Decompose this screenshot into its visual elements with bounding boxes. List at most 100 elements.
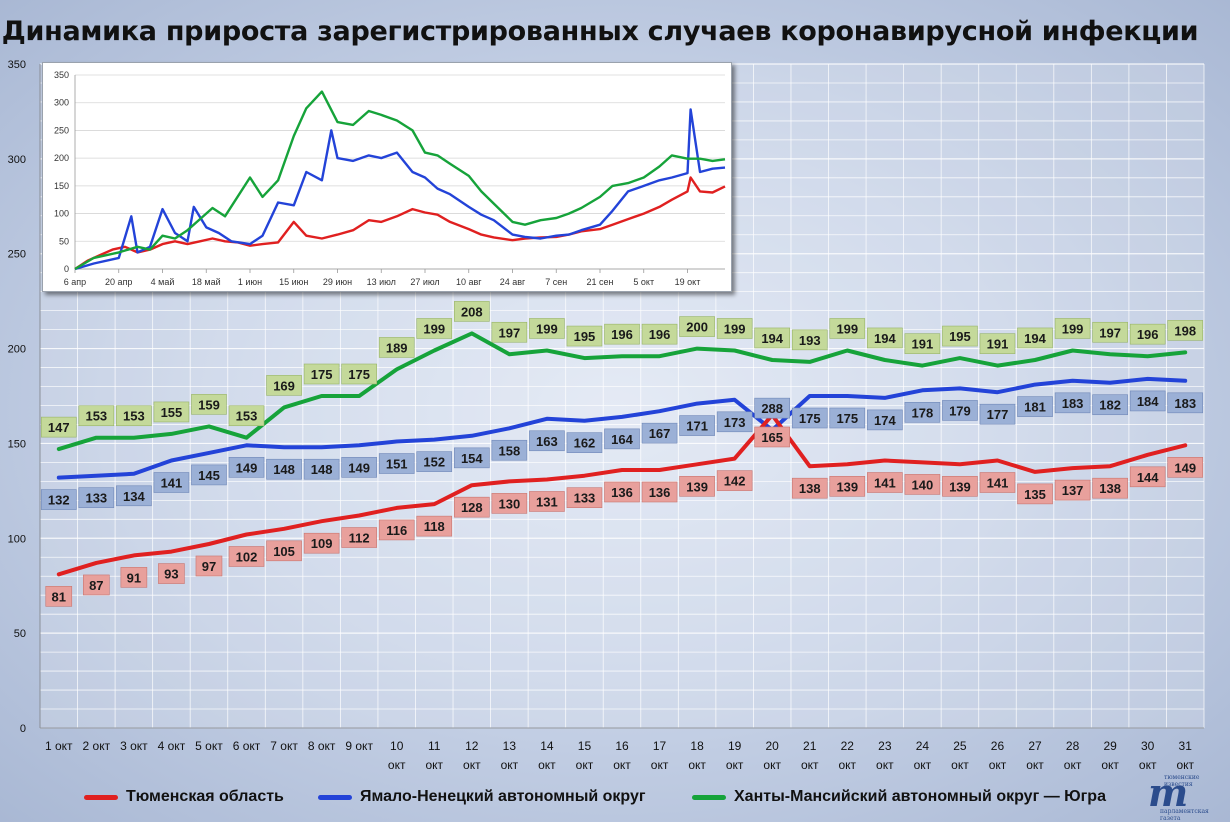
data-label-khmao: 199 (529, 318, 565, 339)
data-label-text: 200 (686, 320, 708, 335)
data-label-text: 141 (987, 476, 1009, 491)
x-tick-label: 15 окт (576, 739, 594, 772)
data-label-khmao: 155 (153, 401, 190, 423)
y-tick-label: 0 (20, 723, 26, 735)
x-tick-label: 8 окт (308, 739, 336, 753)
data-label-text: 153 (123, 409, 145, 424)
data-label-yamal: 184 (1129, 390, 1166, 412)
y-tick-label: 200 (8, 344, 26, 356)
data-label-box (416, 318, 453, 339)
data-label-text: 154 (461, 451, 483, 466)
data-label-tyumen: 128 (454, 496, 490, 518)
data-label-box (529, 318, 565, 339)
data-label-khmao: 196 (604, 323, 640, 345)
data-label-box (266, 375, 302, 396)
data-label-khmao: 193 (791, 329, 828, 351)
data-label-yamal: 149 (341, 457, 377, 478)
data-label-tyumen: 112 (341, 527, 377, 548)
x-tick-label: 3 окт (120, 739, 148, 753)
logo-top-text: тюменские известия (1164, 774, 1200, 788)
data-label-tyumen: 136 (641, 481, 678, 503)
data-label-tyumen: 139 (829, 475, 866, 497)
data-label-box (791, 477, 828, 499)
data-label-box (1129, 390, 1166, 412)
data-label-text: 128 (461, 500, 483, 515)
data-label-khmao: 159 (191, 394, 227, 415)
inset-x-tick-label: 24 авг (500, 277, 526, 287)
data-label-box (83, 574, 110, 596)
data-label-tyumen: 137 (1054, 479, 1091, 501)
data-label-text: 148 (273, 462, 295, 477)
inset-x-tick-label: 1 июн (238, 277, 262, 287)
data-label-box (491, 439, 528, 461)
chart-title: Динамика прироста зарегистрированных слу… (1, 16, 1199, 47)
data-label-text: 175 (311, 367, 333, 382)
data-label-box (829, 407, 866, 429)
data-label-box (716, 470, 753, 491)
inset-x-tick-label: 19 окт (675, 277, 701, 287)
y-tick-label: 150 (8, 438, 26, 450)
publisher-logo: тюменские известия m парламентская газет… (1146, 770, 1220, 822)
y-tick-label: 100 (8, 533, 26, 545)
data-label-tyumen: 142 (716, 470, 753, 491)
data-label-box (416, 451, 453, 472)
data-label-khmao: 195 (566, 325, 603, 347)
data-label-box (1167, 392, 1204, 414)
data-label-box (341, 527, 377, 548)
data-label-box (904, 333, 941, 354)
data-label-text: 165 (761, 430, 783, 445)
data-label-box (566, 487, 603, 508)
data-label-box (191, 394, 227, 415)
data-label-tyumen: 149 (1167, 457, 1204, 478)
data-label-text: 197 (499, 325, 521, 340)
data-label-tyumen: 141 (979, 472, 1016, 493)
data-label-box (1054, 479, 1091, 501)
data-label-box (454, 447, 490, 469)
data-label-yamal: 151 (378, 453, 415, 474)
data-label-yamal: 183 (1167, 392, 1204, 414)
x-tick-label: 26 окт (989, 739, 1007, 772)
data-label-yamal: 164 (604, 428, 640, 450)
data-label-box (604, 428, 640, 450)
data-label-text: 194 (1024, 331, 1046, 346)
data-label-khmao: 191 (904, 333, 941, 354)
data-label-yamal: 148 (303, 458, 340, 480)
data-label-text: 141 (874, 476, 896, 491)
data-label-text: 164 (611, 432, 633, 447)
x-tick-label: 20 окт (763, 739, 781, 772)
legend-label-yamal: Ямало-Ненецкий автономный округ (360, 788, 646, 805)
data-label-text: 193 (799, 333, 821, 348)
data-label-yamal: 179 (942, 400, 978, 421)
data-label-box (378, 453, 415, 474)
data-label-text: 145 (198, 468, 220, 483)
data-label-box (1092, 477, 1128, 499)
inset-x-tick-label: 27 июл (410, 277, 439, 287)
data-label-yamal: 133 (78, 487, 115, 508)
x-tick-label: 4 окт (158, 739, 186, 753)
data-label-text: 194 (761, 331, 783, 346)
data-label-tyumen: 131 (529, 491, 565, 512)
data-label-text: 196 (611, 327, 633, 342)
data-label-khmao: 199 (716, 318, 753, 339)
data-label-khmao: 195 (942, 325, 978, 347)
data-label-text: 93 (164, 567, 178, 582)
legend-label-khmao: Ханты-Мансийский автономный округ — Югра (734, 788, 1106, 805)
data-label-text: 169 (273, 378, 295, 393)
data-label-box (529, 491, 565, 512)
data-label-box (116, 405, 152, 427)
data-label-yamal: 173 (716, 411, 753, 433)
data-label-text: 133 (85, 491, 107, 506)
data-label-text: 137 (1062, 483, 1084, 498)
data-label-box (641, 481, 678, 503)
data-label-text: 147 (48, 420, 70, 435)
data-label-text: 131 (536, 494, 558, 509)
data-label-box (78, 487, 115, 508)
data-label-box (195, 555, 223, 577)
data-label-text: 153 (236, 409, 258, 424)
data-label-box (454, 301, 490, 322)
logo-mark: m (1148, 770, 1189, 815)
data-label-text: 199 (836, 321, 858, 336)
data-label-text: 199 (1062, 321, 1084, 336)
x-tick-label: 12 окт (463, 739, 481, 772)
data-label-yamal: 162 (566, 432, 603, 453)
